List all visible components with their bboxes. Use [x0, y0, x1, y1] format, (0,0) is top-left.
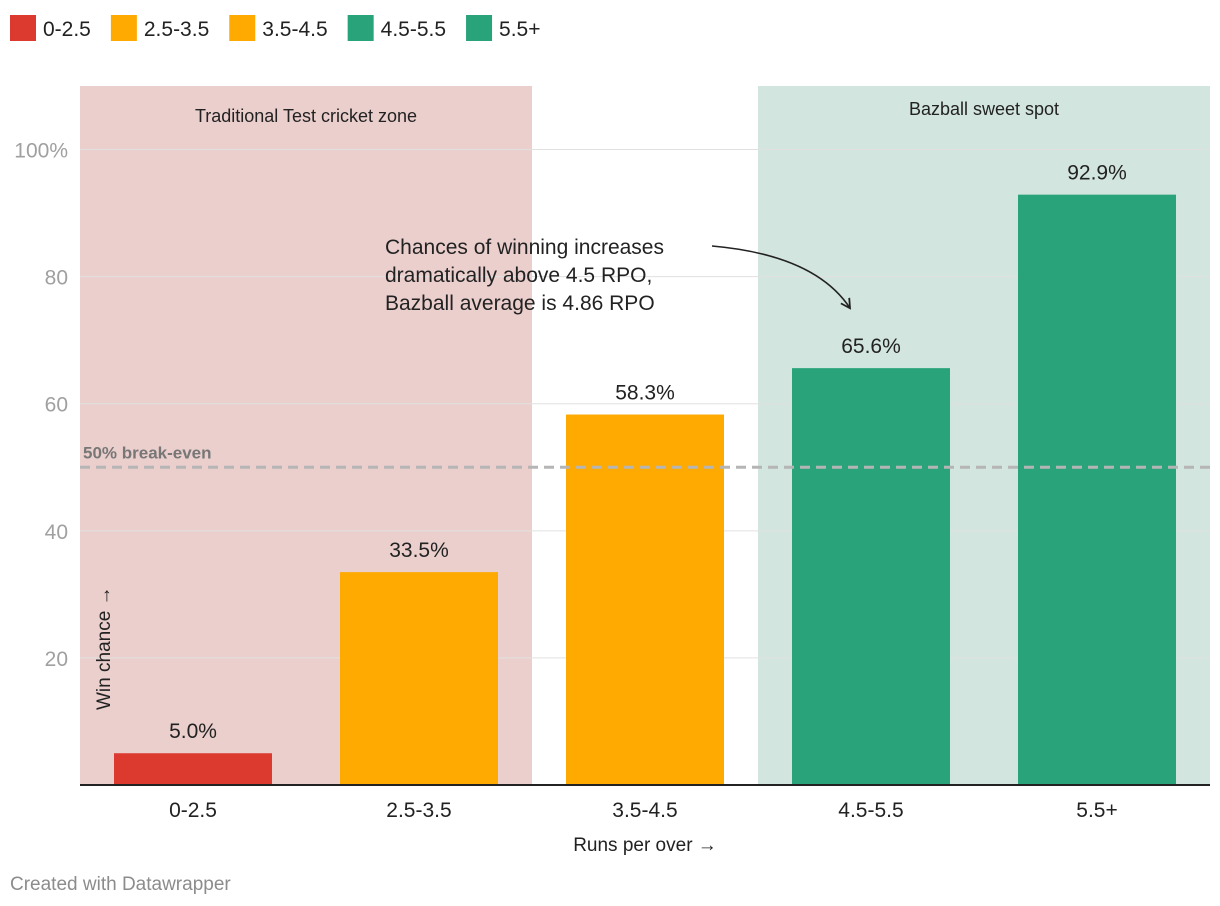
bar-3.5-4.5 — [566, 414, 724, 785]
data-label-0-2.5: 5.0% — [169, 720, 217, 743]
y-tick-label-100: 100% — [14, 140, 68, 163]
x-tick-label-0-2.5: 0-2.5 — [169, 799, 217, 822]
reference-line-group: 50% break-even — [80, 443, 1210, 469]
bar-0-2.5 — [114, 753, 272, 785]
zone-label-1: Bazball sweet spot — [909, 99, 1059, 119]
legend-label-3: 4.5-5.5 — [381, 18, 446, 41]
x-tick-label-5.5+: 5.5+ — [1076, 799, 1117, 822]
y-axis-ticks: 20 40 60 80 100% — [14, 140, 68, 671]
y-tick-label-40: 40 — [45, 521, 68, 544]
legend-label-4: 5.5+ — [499, 18, 540, 41]
reference-line-label: 50% break-even — [83, 443, 212, 462]
annotation-group: Chances of winning increases dramatically… — [385, 236, 852, 315]
x-tick-label-3.5-4.5: 3.5-4.5 — [612, 799, 677, 822]
data-label-5.5+: 92.9% — [1067, 162, 1127, 185]
bar-5.5+ — [1018, 194, 1176, 785]
bars — [114, 194, 1176, 785]
legend-label-2: 3.5-4.5 — [262, 18, 327, 41]
x-axis: 0-2.5 2.5-3.5 3.5-4.5 4.5-5.5 5.5+ — [80, 784, 1210, 822]
annotation-line-2: Bazball average is 4.86 RPO — [385, 292, 655, 315]
legend-swatch-4 — [466, 15, 493, 41]
legend-swatch-1 — [110, 15, 137, 41]
legend-label-1: 2.5-3.5 — [144, 18, 209, 41]
legend-swatch-2 — [229, 15, 256, 41]
bar-2.5-3.5 — [340, 572, 498, 785]
legend: 0-2.5 2.5-3.5 3.5-4.5 4.5-5.5 5.5+ — [10, 15, 541, 41]
legend-swatch-3 — [347, 15, 374, 41]
data-label-2.5-3.5: 33.5% — [389, 539, 449, 562]
annotation-arrow — [711, 245, 852, 310]
credit-text: Created with Datawrapper — [10, 874, 231, 895]
data-label-4.5-5.5: 65.6% — [841, 335, 901, 358]
y-tick-label-80: 80 — [45, 267, 68, 290]
data-label-3.5-4.5: 58.3% — [615, 382, 675, 405]
x-tick-label-2.5-3.5: 2.5-3.5 — [386, 799, 451, 822]
y-tick-label-20: 20 — [45, 648, 68, 671]
y-tick-label-60: 60 — [45, 394, 68, 417]
bar-4.5-5.5 — [792, 368, 950, 785]
annotation-line-0: Chances of winning increases — [385, 236, 664, 259]
zone-label-0: Traditional Test cricket zone — [195, 106, 417, 126]
annotation-line-1: dramatically above 4.5 RPO, — [385, 264, 652, 287]
y-axis-title: Win chance → — [94, 586, 115, 710]
x-axis-title: Runs per over → — [573, 835, 717, 856]
data-labels: 5.0% 33.5% 58.3% 65.6% 92.9% — [169, 162, 1127, 744]
legend-label-0: 0-2.5 — [43, 18, 91, 41]
legend-swatch-0 — [10, 15, 36, 41]
x-tick-label-4.5-5.5: 4.5-5.5 — [838, 799, 903, 822]
